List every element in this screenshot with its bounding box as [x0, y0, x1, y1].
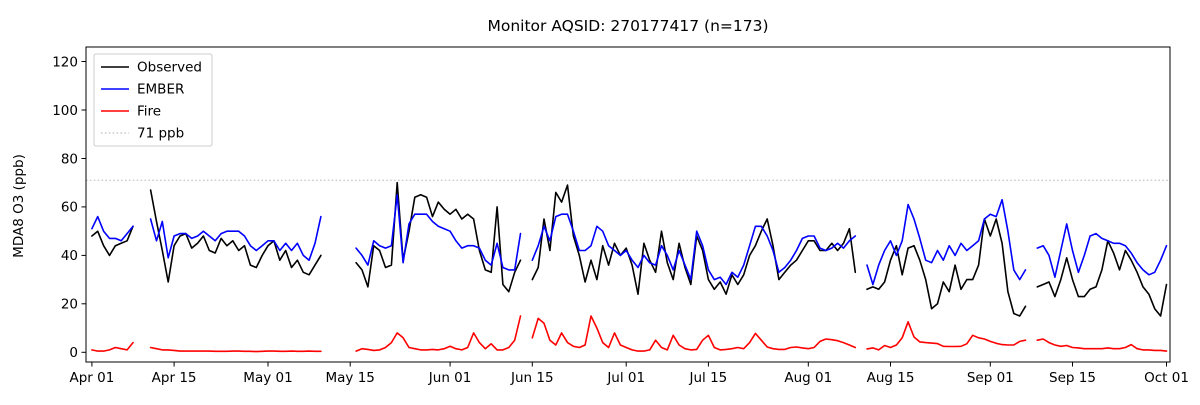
- x-tick-label: May 01: [243, 370, 292, 386]
- series-line-observed: [91, 225, 134, 257]
- legend-label: Observed: [137, 60, 202, 76]
- y-tick-label: 40: [61, 248, 78, 264]
- x-tick-label: Sep 15: [1049, 370, 1096, 386]
- y-tick-label: 60: [61, 200, 78, 216]
- series-line-observed: [355, 181, 522, 293]
- y-tick-label: 120: [52, 54, 78, 70]
- series-line-observed: [866, 218, 1027, 317]
- series-line-ember: [149, 215, 322, 262]
- x-tick-label: Sep 01: [967, 370, 1014, 386]
- series-line-fire: [149, 346, 322, 353]
- series-line-observed: [149, 189, 322, 283]
- x-tick-label: Jun 01: [428, 370, 472, 386]
- y-axis-label: MDA8 O3 (ppb): [11, 154, 27, 258]
- series-line-ember: [1036, 223, 1168, 279]
- x-tick-label: May 15: [326, 370, 375, 386]
- y-tick-label: 20: [61, 297, 78, 313]
- series-line-ember: [91, 215, 134, 242]
- series-line-fire: [1036, 338, 1168, 352]
- x-tick-label: Apr 01: [69, 370, 114, 386]
- x-tick-label: Jul 01: [606, 370, 645, 386]
- legend: Observed EMBER Fire 71 ppb: [93, 53, 213, 147]
- series-line-ember: [355, 194, 522, 271]
- legend-box: [93, 53, 213, 147]
- series-line-observed: [531, 184, 857, 296]
- x-tick-label: Oct 01: [1144, 370, 1189, 386]
- legend-label: EMBER: [137, 82, 184, 98]
- series-line-ember: [866, 198, 1027, 286]
- series-line-fire: [866, 320, 1027, 351]
- legend-label: 71 ppb: [137, 126, 184, 142]
- plot-frame: [85, 46, 1171, 363]
- series-line-fire: [531, 315, 857, 352]
- series-line-fire: [91, 341, 134, 352]
- x-tick-label: Apr 15: [152, 370, 197, 386]
- chart-title: Monitor AQSID: 270177417 (n=173): [487, 17, 768, 35]
- x-tick-label: Jul 15: [689, 370, 728, 386]
- y-tick-label: 0: [69, 345, 78, 361]
- x-tick-label: Aug 01: [784, 370, 832, 386]
- series-line-ember: [531, 213, 857, 286]
- x-tick-label: Aug 15: [867, 370, 915, 386]
- x-tick-label: Jun 15: [510, 370, 554, 386]
- plot-area: 0 20 40 60 80 100 120 Apr 01 Apr 15 May 01 May 15 J…: [52, 46, 1189, 386]
- y-tick-label: 80: [61, 151, 78, 167]
- series-line-fire: [355, 315, 522, 352]
- series-line-observed: [1036, 240, 1168, 317]
- legend-label: Fire: [137, 104, 161, 120]
- y-tick-label: 100: [52, 103, 78, 119]
